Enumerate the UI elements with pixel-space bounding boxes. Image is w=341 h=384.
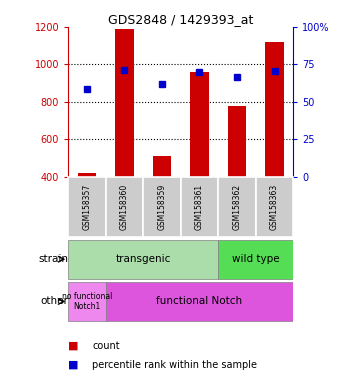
FancyBboxPatch shape <box>143 177 181 237</box>
Bar <box>115 29 134 177</box>
Text: GSM158361: GSM158361 <box>195 184 204 230</box>
Text: functional Notch: functional Notch <box>157 296 242 306</box>
Text: transgenic: transgenic <box>116 254 171 264</box>
FancyBboxPatch shape <box>106 282 293 321</box>
Text: ■: ■ <box>68 341 79 351</box>
Text: GSM158363: GSM158363 <box>270 184 279 230</box>
FancyBboxPatch shape <box>218 240 293 279</box>
FancyBboxPatch shape <box>106 177 143 237</box>
Text: count: count <box>92 341 120 351</box>
Bar <box>190 72 209 177</box>
Text: ■: ■ <box>68 360 79 370</box>
FancyBboxPatch shape <box>256 177 293 237</box>
FancyBboxPatch shape <box>181 177 218 237</box>
Text: GSM158362: GSM158362 <box>233 184 241 230</box>
Bar <box>227 106 246 177</box>
FancyBboxPatch shape <box>68 177 106 237</box>
Text: strain: strain <box>38 254 68 264</box>
FancyBboxPatch shape <box>218 177 256 237</box>
Text: GSM158359: GSM158359 <box>158 184 166 230</box>
FancyBboxPatch shape <box>68 240 218 279</box>
Text: GSM158360: GSM158360 <box>120 184 129 230</box>
Text: no functional
Notch1: no functional Notch1 <box>62 292 112 311</box>
Bar <box>152 156 171 177</box>
Text: other: other <box>40 296 68 306</box>
FancyBboxPatch shape <box>68 282 106 321</box>
Title: GDS2848 / 1429393_at: GDS2848 / 1429393_at <box>108 13 253 26</box>
Text: percentile rank within the sample: percentile rank within the sample <box>92 360 257 370</box>
Text: GSM158357: GSM158357 <box>83 184 91 230</box>
Bar <box>265 42 284 177</box>
Text: wild type: wild type <box>232 254 280 264</box>
Bar <box>78 173 96 177</box>
